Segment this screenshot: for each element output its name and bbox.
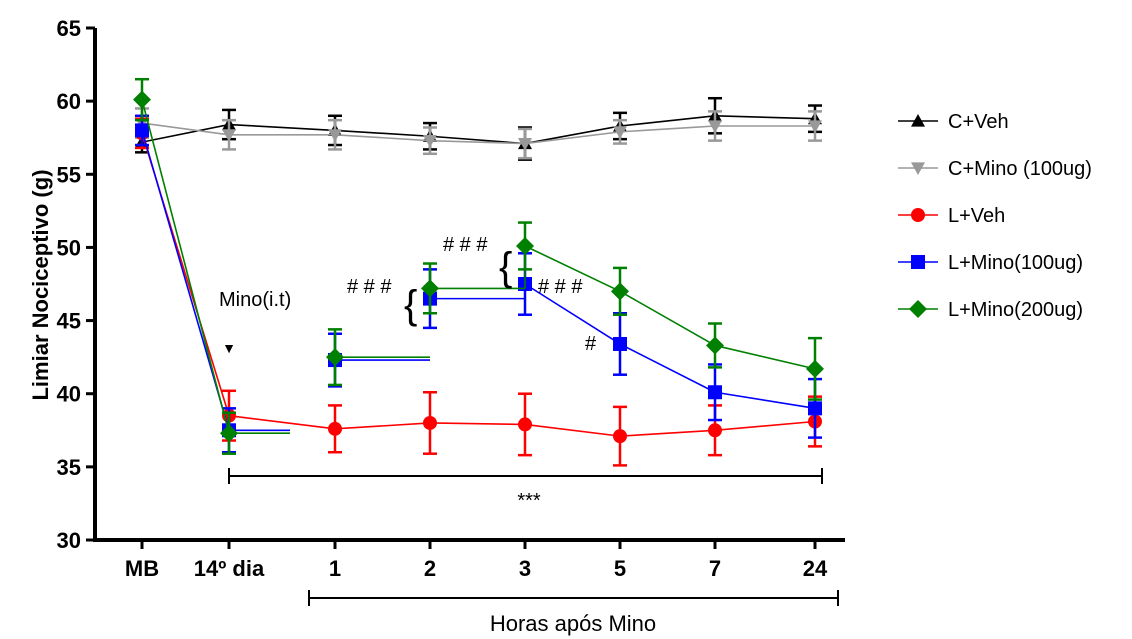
y-tick-label: 50 <box>57 235 81 260</box>
data-point <box>808 401 822 415</box>
x-tick-label: 24 <box>803 556 828 581</box>
hash-annotation-3h-upper: # # # <box>443 234 488 256</box>
y-tick-label: 60 <box>57 89 81 114</box>
series-line <box>620 291 715 345</box>
x-tick-label: 14º dia <box>194 556 265 581</box>
legend-label: C+Mino (100ug) <box>948 158 1092 180</box>
series-group <box>133 79 824 465</box>
data-point <box>518 417 532 431</box>
x-tick-label: 5 <box>614 556 626 581</box>
series-line <box>715 116 815 119</box>
series-line <box>620 116 715 126</box>
x-tick-label: 3 <box>519 556 531 581</box>
series-line <box>715 392 815 408</box>
hours-bracket <box>309 590 838 606</box>
y-tick-label: 45 <box>57 309 81 334</box>
series-line <box>142 100 229 434</box>
series-line <box>620 126 715 132</box>
series-line <box>229 416 335 429</box>
series-line <box>715 422 815 431</box>
x-tick-label: 7 <box>709 556 721 581</box>
series-line <box>430 423 525 424</box>
data-point <box>613 429 627 443</box>
y-tick-label: 30 <box>57 528 81 553</box>
significance-bracket <box>229 468 822 484</box>
series-line <box>525 132 620 144</box>
data-point <box>135 123 149 137</box>
data-point <box>613 337 627 351</box>
y-tick-label: 35 <box>57 455 81 480</box>
hash-annotation-3h-lower: # # # <box>538 276 583 298</box>
data-point <box>423 416 437 430</box>
x-tick-label: 2 <box>424 556 436 581</box>
x-axis-label: Horas após Mino <box>490 611 656 636</box>
data-point <box>708 423 722 437</box>
y-tick-label: 55 <box>57 162 81 187</box>
series-line <box>715 345 815 368</box>
legend-marker <box>909 300 927 318</box>
legend: C+Veh C+Mino (100ug) L+Veh L+Mino(100ug) L+M… <box>898 111 1092 321</box>
legend-marker <box>911 208 925 222</box>
y-tick-label: 65 <box>57 16 81 41</box>
data-point <box>706 336 724 354</box>
axes <box>93 28 845 540</box>
series-line <box>525 126 620 144</box>
series-l-mino-100ug- <box>135 116 822 452</box>
x-tick-label: MB <box>125 556 159 581</box>
hash-annotation-5h: # <box>585 333 597 355</box>
series-line <box>335 423 430 429</box>
hash-annotation-2h: # # # <box>347 276 392 298</box>
data-point <box>708 385 722 399</box>
data-point <box>133 91 151 109</box>
y-ticks: 30 35 40 45 50 55 60 65 <box>57 16 95 553</box>
brace-3h: { <box>499 245 512 289</box>
brace-2h: { <box>404 283 417 327</box>
series-c-veh <box>135 98 822 159</box>
y-tick-label: 40 <box>57 382 81 407</box>
legend-label: L+Mino(200ug) <box>948 299 1083 321</box>
series-line <box>620 344 715 392</box>
legend-label: L+Mino(100ug) <box>948 252 1083 274</box>
data-point <box>806 360 824 378</box>
legend-marker <box>911 255 925 269</box>
series-line <box>229 125 335 131</box>
series-line <box>525 424 620 436</box>
x-tick-label: 1 <box>329 556 341 581</box>
arrow-annotation: ▼ <box>222 340 236 356</box>
series-line <box>620 430 715 436</box>
data-point <box>328 422 342 436</box>
legend-label: C+Veh <box>948 111 1009 133</box>
mino-it-annotation: Mino(i.t) <box>219 289 291 311</box>
y-axis-label: Limiar Nociceptivo (g) <box>28 169 53 400</box>
legend-label: L+Veh <box>948 205 1005 227</box>
x-ticks: MB 14º dia 1 2 3 5 7 24 <box>125 540 828 581</box>
data-point <box>611 282 629 300</box>
stars-annotation: *** <box>517 490 541 512</box>
